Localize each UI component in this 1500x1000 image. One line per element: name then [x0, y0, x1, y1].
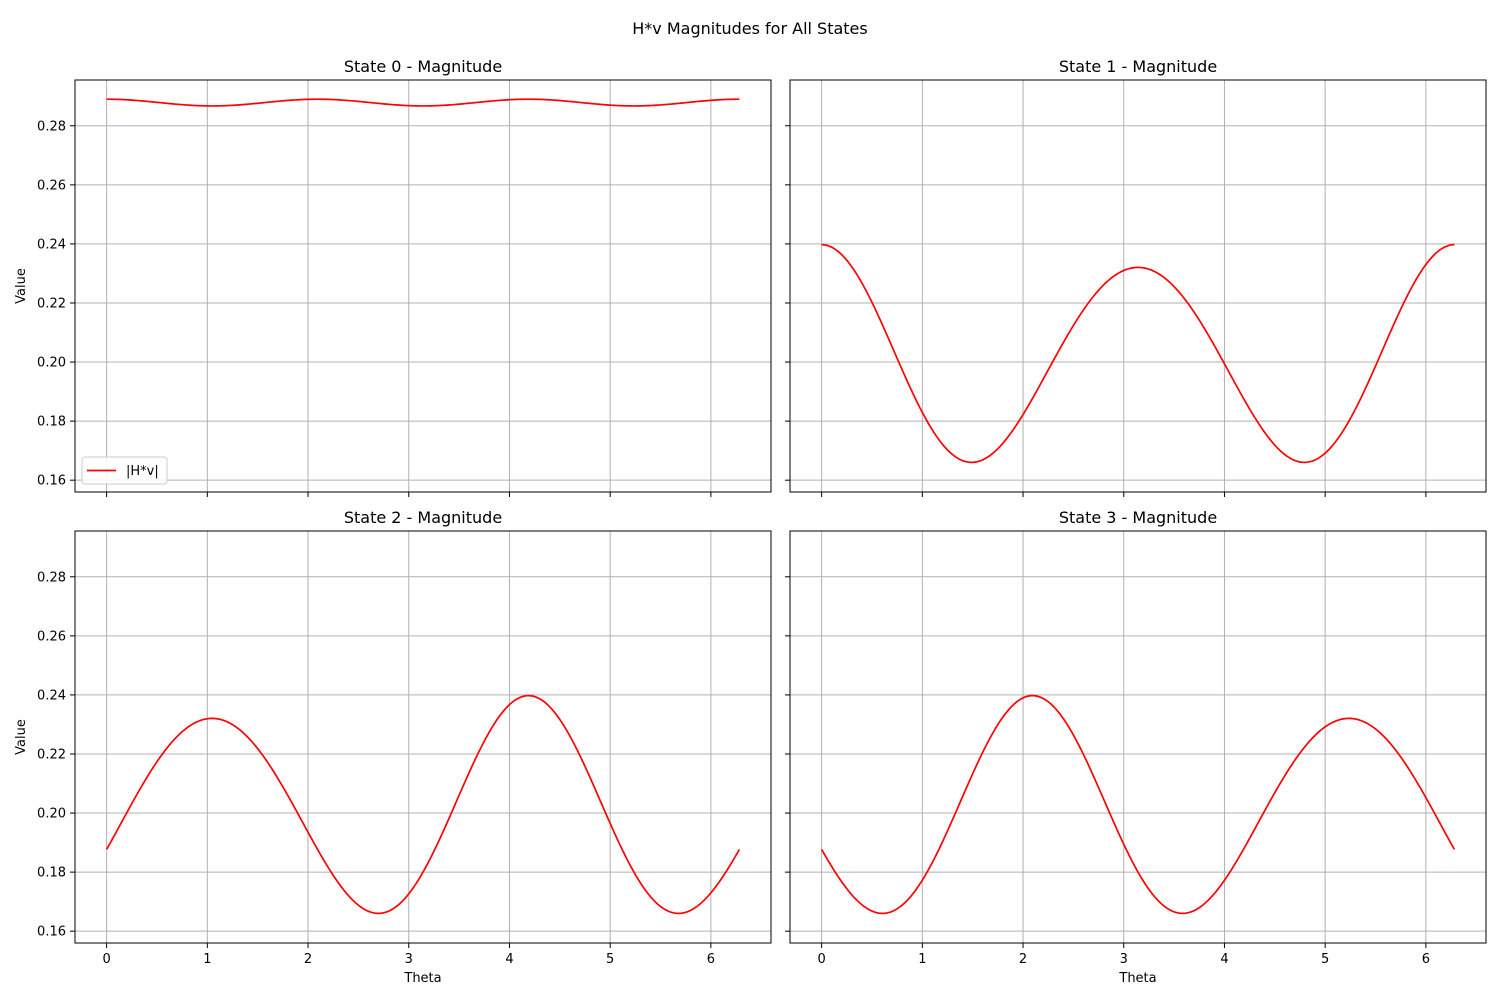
axes-frame: [789, 530, 1487, 944]
x-tick-label: 1: [203, 952, 211, 967]
series-line: [106, 98, 740, 107]
y-tick-label: 0.22: [37, 296, 66, 311]
x-tick-label: 6: [1422, 952, 1430, 967]
y-tick-label: 0.26: [37, 629, 66, 644]
subplot-title: State 2 - Magnitude: [344, 508, 502, 527]
figure-title: H*v Magnitudes for All States: [632, 19, 867, 38]
subplot-3: State 3 - Magnitude 0 1 2 3 4 5 6 Theta: [785, 508, 1487, 986]
x-tick-label: 3: [1120, 952, 1128, 967]
x-tick-label: 2: [304, 952, 312, 967]
y-tick-label: 0.22: [37, 747, 66, 762]
y-tick-label: 0.28: [37, 570, 66, 585]
axes-frame: [74, 79, 772, 493]
legend: |H*v|: [81, 456, 168, 485]
subplot-title: State 0 - Magnitude: [344, 57, 502, 76]
x-tick-label: 6: [707, 952, 715, 967]
y-tick-label: 0.20: [37, 807, 66, 822]
y-tick-label: 0.16: [37, 474, 66, 489]
legend-label: |H*v|: [126, 464, 159, 479]
y-tick-label: 0.16: [37, 925, 66, 940]
y-axis-label: Value: [14, 268, 29, 304]
x-axis-label: Theta: [403, 971, 441, 986]
y-tick-label: 0.26: [37, 178, 66, 193]
y-axis-label: Value: [14, 719, 29, 755]
y-tick-label: 0.24: [37, 688, 66, 703]
x-tick-label: 4: [505, 952, 513, 967]
x-tick-label: 0: [817, 952, 825, 967]
x-tick-label: 2: [1019, 952, 1027, 967]
x-tick-label: 1: [918, 952, 926, 967]
x-tick-label: 5: [1321, 952, 1329, 967]
axes-frame: [789, 79, 1487, 493]
subplot-title: State 3 - Magnitude: [1059, 508, 1217, 527]
subplot-title: State 1 - Magnitude: [1059, 57, 1217, 76]
y-tick-label: 0.18: [37, 415, 66, 430]
x-tick-label: 5: [606, 952, 614, 967]
y-tick-label: 0.20: [37, 356, 66, 371]
series-line: [820, 694, 1456, 915]
y-tick-label: 0.24: [37, 237, 66, 252]
x-tick-label: 4: [1220, 952, 1228, 967]
subplot-0: State 0 - Magnitude 0.16 0.18 0.20 0.22 0.24 0…: [14, 57, 772, 497]
x-tick-label: 3: [405, 952, 413, 967]
legend-frame: [81, 456, 168, 485]
x-axis-label: Theta: [1118, 971, 1156, 986]
y-tick-label: 0.28: [37, 119, 66, 134]
subplot-1: State 1 - Magnitude: [785, 57, 1487, 497]
subplot-2: State 2 - Magnitude 0 1 2 3 4 5 6 0.16 0.18 0.20 0.…: [14, 508, 772, 986]
series-line: [821, 243, 1455, 464]
subplot-grid: State 0 - Magnitude 0.16 0.18 0.20 0.22 0.24 0…: [14, 57, 1487, 986]
axes-frame: [74, 530, 772, 944]
series-line: [105, 694, 741, 915]
y-tick-label: 0.18: [37, 866, 66, 881]
x-tick-label: 0: [102, 952, 110, 967]
